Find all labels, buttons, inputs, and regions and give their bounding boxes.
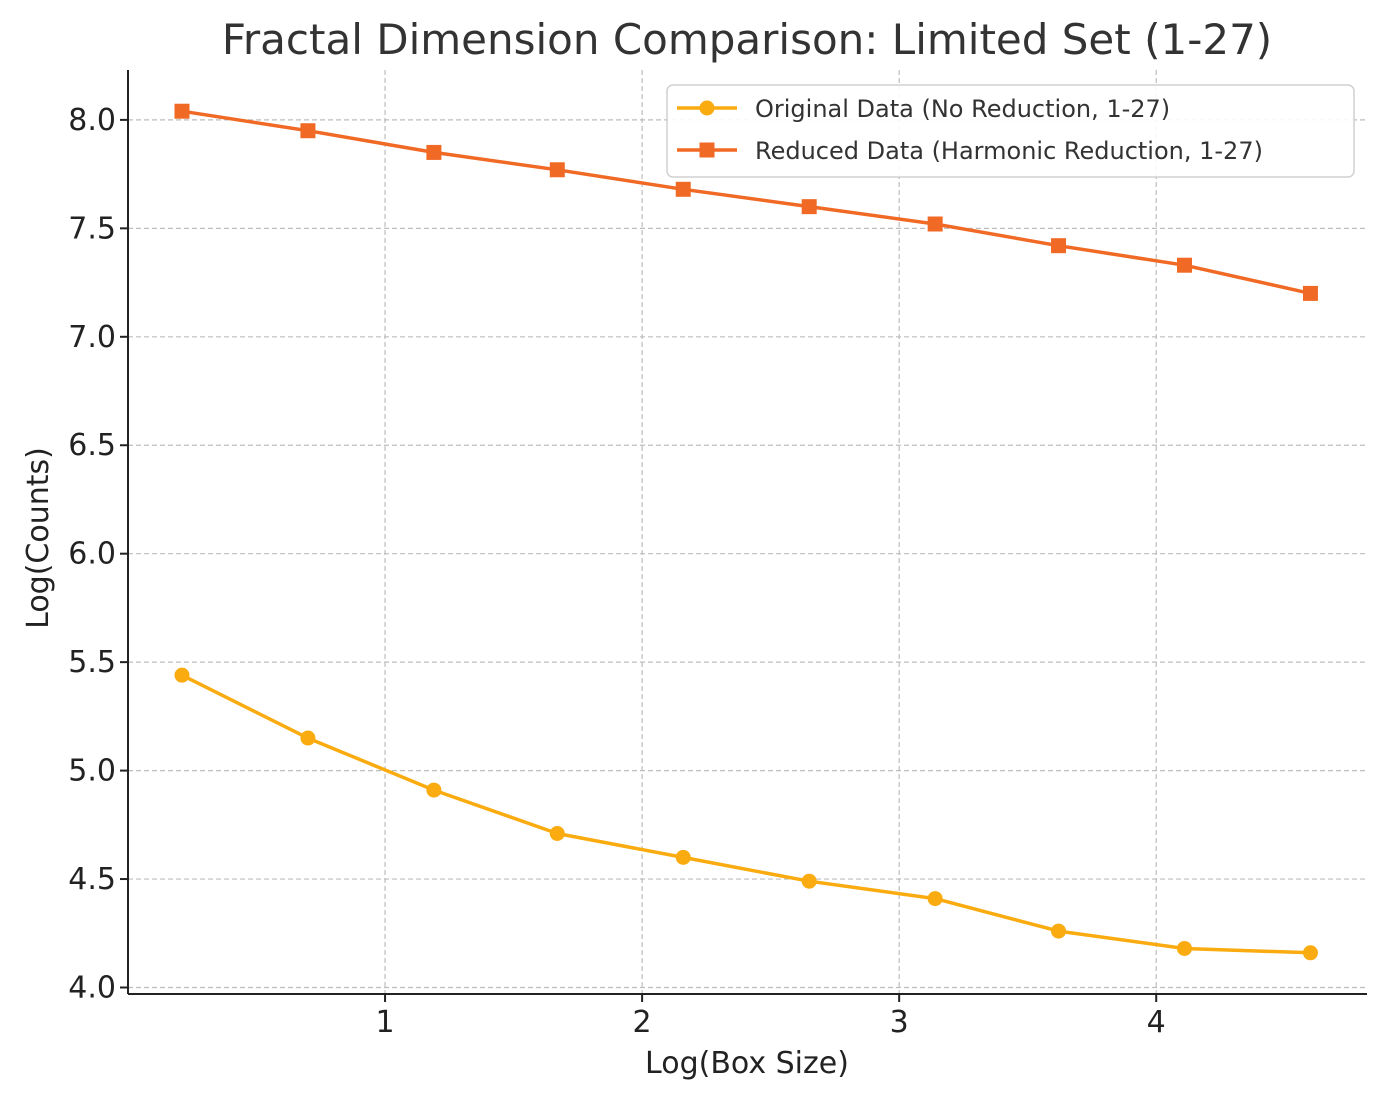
series-2 xyxy=(174,103,1318,301)
legend-square-marker xyxy=(699,142,715,158)
y-tick-label: 5.5 xyxy=(68,645,116,680)
square-marker xyxy=(801,199,817,215)
square-marker xyxy=(1051,238,1067,254)
y-tick-label: 6.0 xyxy=(68,537,116,572)
grid-layer xyxy=(128,70,1367,994)
square-marker xyxy=(675,181,691,197)
x-tick-label: 2 xyxy=(633,1005,652,1040)
circle-marker xyxy=(426,782,442,798)
square-marker xyxy=(549,162,565,178)
chart-title: Fractal Dimension Comparison: Limited Se… xyxy=(222,15,1272,64)
x-tick-label: 1 xyxy=(376,1005,395,1040)
series-layer xyxy=(174,103,1318,961)
legend-label: Reduced Data (Harmonic Reduction, 1-27) xyxy=(755,137,1263,165)
square-marker xyxy=(927,216,943,232)
square-marker xyxy=(300,123,316,139)
legend-entry: Original Data (No Reduction, 1-27) xyxy=(677,95,1170,123)
square-marker xyxy=(174,103,190,119)
y-tick-label: 4.5 xyxy=(68,862,116,897)
circle-marker xyxy=(549,825,565,841)
series-1 xyxy=(174,667,1318,961)
x-tick-label: 3 xyxy=(890,1005,909,1040)
circle-marker xyxy=(927,891,943,907)
legend-entry: Reduced Data (Harmonic Reduction, 1-27) xyxy=(677,137,1263,165)
y-tick-label: 8.0 xyxy=(68,103,116,138)
legend-circle-marker xyxy=(699,100,715,116)
y-tick-label: 7.5 xyxy=(68,211,116,246)
legend: Original Data (No Reduction, 1-27) Reduce… xyxy=(666,84,1355,178)
y-tick-label: 7.0 xyxy=(68,320,116,355)
axes-layer: 1 2 3 4 4.0 4.5 5.0 5.5 6.0 6.5 7.0 7.5 8.0 xyxy=(68,70,1367,1040)
circle-marker xyxy=(1051,923,1067,939)
legend-label: Original Data (No Reduction, 1-27) xyxy=(755,95,1170,123)
circle-marker xyxy=(174,667,190,683)
square-marker xyxy=(1302,285,1318,301)
y-tick-label: 4.0 xyxy=(68,970,116,1005)
x-axis-label: Log(Box Size) xyxy=(645,1046,849,1081)
circle-marker xyxy=(1302,945,1318,961)
series-line xyxy=(181,109,1311,296)
y-tick-label: 5.0 xyxy=(68,754,116,789)
y-tick-label: 6.5 xyxy=(68,428,116,463)
circle-marker xyxy=(675,849,691,865)
x-tick-label: 4 xyxy=(1147,1005,1166,1040)
circle-marker xyxy=(1176,940,1192,956)
circle-marker xyxy=(801,873,817,889)
legend-frame xyxy=(666,84,1355,178)
square-marker xyxy=(1176,257,1192,273)
square-marker xyxy=(426,144,442,160)
circle-marker xyxy=(300,730,316,746)
series-line xyxy=(181,673,1311,955)
y-axis-label: Log(Counts) xyxy=(21,447,56,629)
